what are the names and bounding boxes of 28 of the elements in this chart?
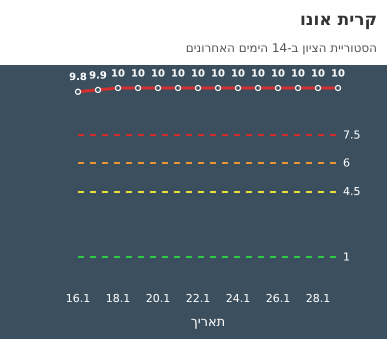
data-label: 10: [211, 68, 225, 80]
x-tick-label: 16.1: [66, 292, 90, 305]
x-tick-label: 18.1: [106, 292, 130, 305]
data-label: 10: [331, 68, 345, 80]
data-label: 10: [131, 68, 145, 80]
chart-subtitle: הסטוריית הציון ב-14 הימים האחרונים: [186, 41, 377, 55]
x-axis-title: תאריך: [190, 315, 226, 330]
data-label: 9.8: [69, 72, 87, 84]
data-label: 10: [291, 68, 305, 80]
ref-line-label: 1: [343, 250, 350, 264]
data-label: 10: [311, 68, 325, 80]
x-tick-label: 26.1: [266, 292, 290, 305]
data-label: 10: [271, 68, 285, 80]
x-tick-label: 22.1: [186, 292, 210, 305]
x-tick-label: 24.1: [226, 292, 250, 305]
data-label: 9.9: [89, 70, 107, 82]
ref-line-label: 7.5: [343, 128, 360, 142]
x-tick-label: 20.1: [146, 292, 170, 305]
data-label: 10: [111, 68, 125, 80]
data-label: 10: [151, 68, 165, 80]
data-label: 10: [171, 68, 185, 80]
ref-line-label: 4.5: [343, 184, 360, 198]
data-label: 10: [231, 68, 245, 80]
chart-title: קרית אונו: [300, 10, 377, 30]
data-label: 10: [191, 68, 205, 80]
ref-line-label: 6: [343, 156, 350, 170]
data-label: 10: [251, 68, 265, 80]
x-tick-label: 28.1: [306, 292, 330, 305]
